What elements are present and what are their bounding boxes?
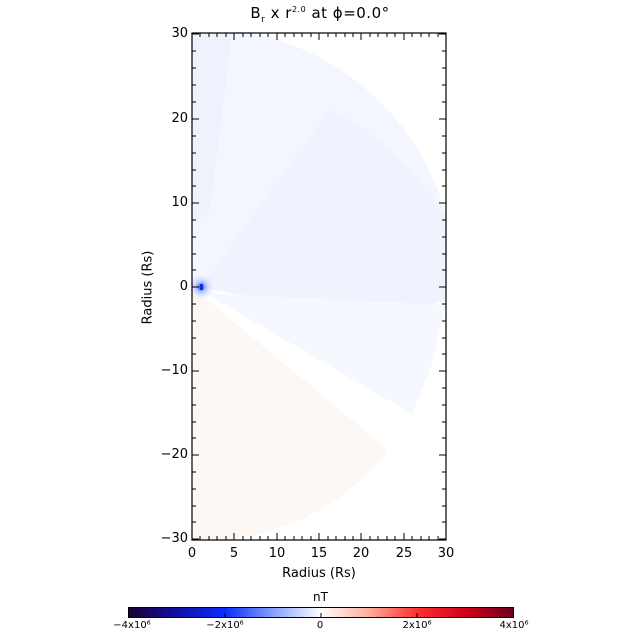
x-tick-label: 20	[352, 546, 370, 561]
x-tick-label: 10	[268, 546, 286, 561]
title-mid: x r	[265, 4, 292, 22]
y-tick-label: −20	[160, 447, 188, 462]
title-subscript: r	[261, 15, 266, 25]
axis-ticks	[191, 33, 447, 540]
colorbar-title: nT	[313, 590, 328, 604]
colorbar-label: −2x10⁶	[206, 620, 244, 631]
y-axis-label: Radius (Rs)	[140, 250, 156, 325]
title-suffix: at ϕ=0.0°	[306, 4, 390, 22]
colorbar-ticks	[224, 613, 418, 618]
y-tick-label: −10	[160, 363, 188, 378]
chart-title: Br x r2.0 at ϕ=0.0°	[0, 4, 640, 25]
y-tick-label: 0	[179, 279, 188, 294]
title-exponent: 2.0	[291, 5, 307, 14]
x-tick-label: 5	[229, 546, 239, 561]
y-tick-label: 10	[171, 195, 188, 210]
y-tick-label: 20	[171, 111, 188, 126]
x-axis-label: Radius (Rs)	[282, 566, 356, 581]
x-tick-label: 0	[187, 546, 197, 561]
colorbar-label: −4x10⁶	[113, 620, 151, 631]
x-tick-label: 25	[395, 546, 413, 561]
x-tick-label: 15	[310, 546, 328, 561]
y-tick-label: −30	[160, 531, 188, 546]
minor-ticks	[192, 33, 446, 540]
colorbar-label: 2x10⁶	[402, 620, 432, 631]
x-tick-label: 30	[437, 546, 455, 561]
y-tick-label: 30	[171, 26, 188, 41]
colorbar-label: 4x10⁶	[499, 620, 529, 631]
colorbar-label: 0	[316, 620, 324, 631]
title-symbol: B	[250, 4, 262, 22]
heatmap-field	[192, 33, 446, 540]
